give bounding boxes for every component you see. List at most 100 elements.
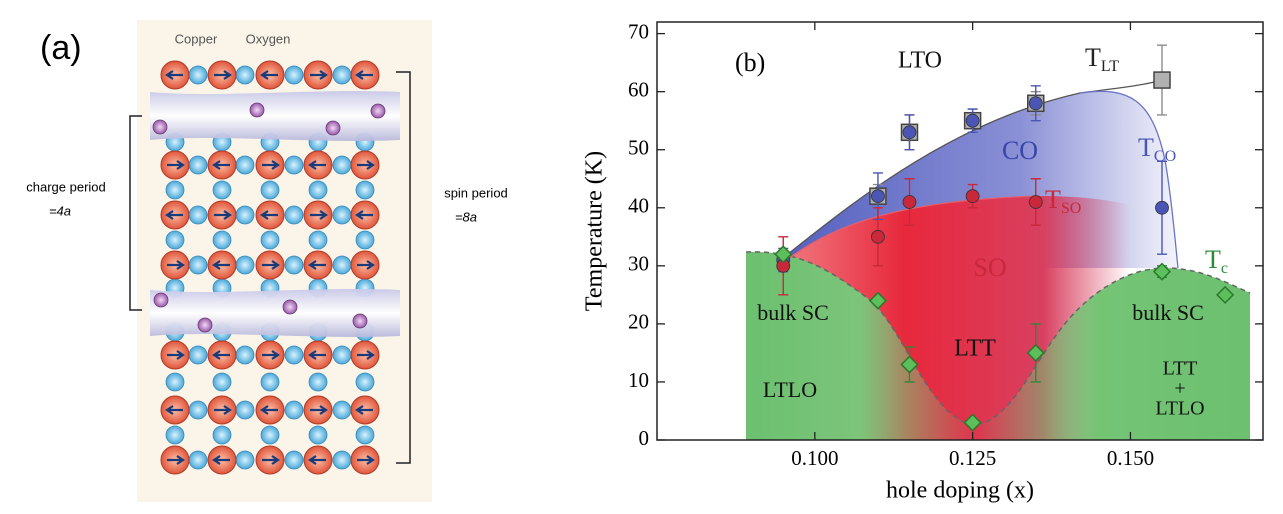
oxygen-atom <box>332 400 352 420</box>
x-axis-label: hole doping (x) <box>886 478 1034 504</box>
data-point <box>1216 285 1235 304</box>
oxygen-atom <box>332 345 352 365</box>
oxygen-atom <box>188 205 208 225</box>
spin-arrow <box>357 160 375 170</box>
series-label: TLT <box>1085 43 1119 75</box>
oxygen-atom <box>332 65 352 85</box>
series-name: T <box>1045 185 1061 214</box>
y-tick-label: 20 <box>628 310 649 334</box>
data-point <box>1028 195 1043 209</box>
oxygen-atom <box>188 155 208 175</box>
spin-arrow <box>212 160 230 170</box>
data-point <box>965 189 980 204</box>
spin-value: =8a <box>455 209 477 224</box>
series-subscript: c <box>1221 260 1228 277</box>
oxygen-atom <box>188 65 208 85</box>
x-tick-label: 0.100 <box>791 446 838 470</box>
oxygen-atom <box>284 450 304 470</box>
spin-arrow <box>167 260 185 270</box>
spin-arrow <box>262 260 280 270</box>
data-point <box>871 189 885 204</box>
series-label: TCO <box>1138 133 1176 165</box>
spin-bracket <box>396 71 411 464</box>
y-tick-label: 0 <box>639 426 650 450</box>
lattice <box>150 60 400 475</box>
y-tick-label: 50 <box>628 136 649 160</box>
charge-stripe <box>150 289 400 337</box>
spin-arrow <box>165 70 183 80</box>
spin-arrow <box>212 260 230 270</box>
spin-arrow <box>212 350 230 360</box>
hole <box>325 120 341 136</box>
region-label: LTLO <box>763 377 817 402</box>
oxygen-atom <box>165 230 185 250</box>
spin-arrow <box>214 70 232 80</box>
charge-value: =4a <box>49 203 71 218</box>
spin-arrow <box>167 455 185 465</box>
data-point <box>871 229 885 244</box>
oxygen-atom <box>332 255 352 275</box>
x-tick-label: 0.125 <box>949 446 996 470</box>
spin-arrow <box>262 350 280 360</box>
data-point <box>900 355 919 374</box>
plot-frame <box>656 21 1264 441</box>
hole <box>152 119 168 135</box>
oxygen-atom <box>284 345 304 365</box>
spin-arrow <box>167 160 185 170</box>
sc-region-left <box>746 251 975 440</box>
data-point <box>1155 200 1169 215</box>
oxygen-atom <box>235 450 255 470</box>
y-tick-label: 60 <box>628 77 649 101</box>
spin-arrow <box>165 405 183 415</box>
spin-arrow <box>310 405 328 415</box>
spin-arrow <box>308 455 326 465</box>
hole <box>153 292 169 308</box>
spin-arrow <box>262 455 280 465</box>
oxygen-atom <box>355 180 375 200</box>
oxygen-atom <box>235 400 255 420</box>
hole <box>370 103 386 119</box>
oxygen-atom <box>260 180 280 200</box>
spin-arrow <box>310 70 328 80</box>
oxygen-atom <box>212 180 232 200</box>
spin-arrow <box>308 260 326 270</box>
oxygen-atom <box>188 255 208 275</box>
region-label: + <box>1174 378 1185 400</box>
spin-arrow <box>262 160 280 170</box>
region-label: SO <box>973 253 1006 282</box>
charge-bracket <box>129 115 142 311</box>
spin-arrow <box>214 405 232 415</box>
oxygen-atom <box>235 205 255 225</box>
oxygen-atom <box>284 205 304 225</box>
oxygen-atom <box>355 372 375 392</box>
oxygen-atom <box>212 372 232 392</box>
oxygen-atom <box>188 345 208 365</box>
spin-arrow <box>260 210 278 220</box>
y-tick-label: 70 <box>628 19 649 43</box>
oxygen-atom <box>308 425 328 445</box>
oxygen-atom <box>235 255 255 275</box>
data-point <box>902 125 917 140</box>
series-name: T <box>1138 133 1154 162</box>
y-axis-label: Temperature (K) <box>582 151 608 311</box>
region-label: LTO <box>898 48 942 74</box>
oxygen-atom <box>235 155 255 175</box>
x-tick-label: 0.150 <box>1107 446 1154 470</box>
oxygen-atom <box>188 400 208 420</box>
charge-period: charge period <box>26 179 106 194</box>
region-label: bulk SC <box>757 300 829 325</box>
oxygen-atom <box>165 180 185 200</box>
spin-arrow <box>260 70 278 80</box>
data-point <box>1153 71 1171 89</box>
data-point <box>965 113 980 128</box>
hole <box>282 299 298 315</box>
oxygen-atom <box>308 180 328 200</box>
y-tick-label: 10 <box>628 368 649 392</box>
oxygen-atom <box>284 255 304 275</box>
spin-arrow <box>167 350 185 360</box>
oxygen-atom <box>260 230 280 250</box>
data-point <box>868 291 887 310</box>
oxygen-atom <box>308 372 328 392</box>
charge-stripe <box>150 91 400 141</box>
